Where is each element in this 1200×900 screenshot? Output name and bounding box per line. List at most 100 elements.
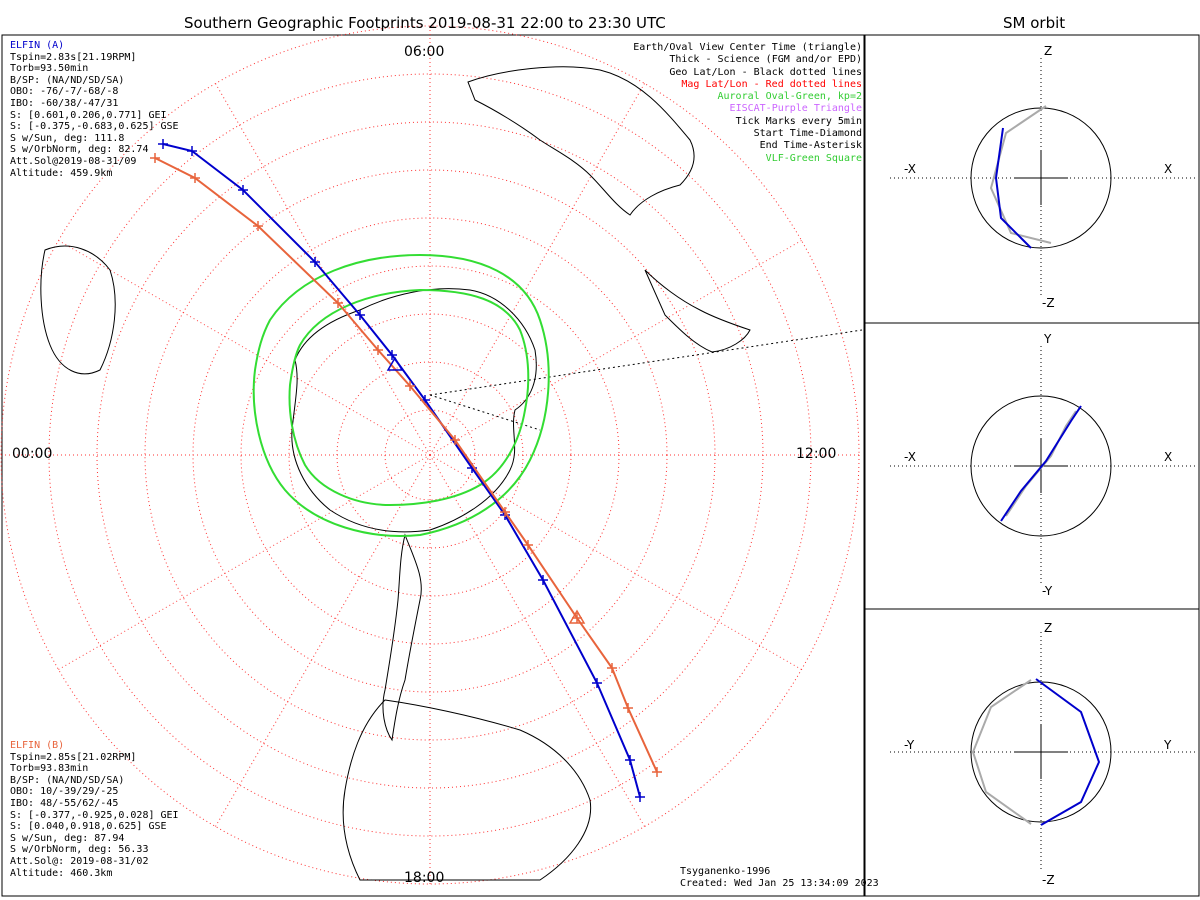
elfin-a-tick xyxy=(158,139,168,149)
orbit1-bottom-label: -Z xyxy=(1042,296,1055,310)
elfin-b-tick xyxy=(652,767,662,777)
orbit3-top-label: Z xyxy=(1044,621,1053,635)
elfin-a-line: Att.Sol@2019-08-31/09 xyxy=(10,155,137,167)
orbit-title: SM orbit xyxy=(1003,14,1066,32)
elfin-b-line: Altitude: 460.3km xyxy=(10,867,113,879)
antarctica-coast xyxy=(291,288,537,533)
elfin-a-line: S: [0.601,0.206,0.771] GEI xyxy=(10,109,167,121)
orbit1-top-label: Z xyxy=(1044,44,1053,58)
main-title: Southern Geographic Footprints 2019-08-3… xyxy=(184,14,666,32)
mag-lon-line xyxy=(57,454,431,671)
elfin-b-center-triangle xyxy=(568,609,586,624)
elfin-b-line: B/SP: (NA/ND/SD/SA) xyxy=(10,774,125,786)
coastlines xyxy=(40,66,751,881)
map-frame xyxy=(1,34,865,897)
legend: Earth/Oval View Center Time (triangle) T… xyxy=(633,42,862,165)
elfin-a-line: Tspin=2.83s[21.19RPM] xyxy=(10,51,137,63)
elfin-a-tick xyxy=(187,146,197,156)
elfin-b-name: ELFIN (B) xyxy=(10,740,65,751)
elfin-a-center-triangle xyxy=(386,356,404,371)
elfin-a-tick xyxy=(592,678,602,688)
orbit3-right-label: Y xyxy=(1164,738,1172,752)
elfin-b-tick xyxy=(500,507,510,517)
elfin-b-tick xyxy=(373,345,383,355)
clock-label-18: 18:00 xyxy=(404,870,445,886)
clock-label-00: 00:00 xyxy=(12,446,53,462)
mag-lon-line xyxy=(57,239,431,456)
elfin-a-tick xyxy=(625,755,635,765)
legend-item: Mag Lat/Lon - Red dotted lines xyxy=(681,78,862,90)
mag-lon-line xyxy=(214,454,431,828)
elfin-a-name: ELFIN (A) xyxy=(10,40,65,51)
elfin-b-tick xyxy=(523,540,533,550)
elfin-a-line: Altitude: 459.9km xyxy=(10,167,113,179)
south-america-tip xyxy=(382,533,422,742)
elfin-b-line: S w/Sun, deg: 87.94 xyxy=(10,832,125,844)
orbit2-left-label: -X xyxy=(904,450,916,464)
elfin-b-tick xyxy=(190,173,200,183)
elfin-a-line: IBO: -60/38/-47/31 xyxy=(10,97,119,109)
orbit-frame-xz xyxy=(864,34,1200,324)
orbit-b-hidden xyxy=(989,105,1052,244)
new-zealand-coast xyxy=(644,269,751,353)
geo-latlon-grid xyxy=(429,329,863,431)
elfin-a-line: OBO: -76/-7/-68/-8 xyxy=(10,86,119,98)
orbit2-bottom-label: -Y xyxy=(1042,584,1053,598)
elfin-b-line: S: [0.040,0.918,0.625] GSE xyxy=(10,821,167,833)
australia-coast xyxy=(467,66,695,216)
south-america-coast xyxy=(342,699,592,881)
elfin-b-line: Tspin=2.85s[21.02RPM] xyxy=(10,751,137,763)
orbit-a xyxy=(1035,678,1101,826)
elfin-a-tick xyxy=(355,310,365,320)
auroral-oval xyxy=(252,253,550,537)
elfin-a-info: ELFIN (A) Tspin=2.83s[21.19RPM] Torb=93.… xyxy=(10,40,179,179)
orbit3-left-label: -Y xyxy=(904,738,915,752)
elfin-b-line: IBO: 48/-55/62/-45 xyxy=(10,797,119,809)
orbit1-right-label: X xyxy=(1164,162,1173,176)
clock-label-06: 06:00 xyxy=(404,44,445,60)
elfin-a-line: S: [-0.375,-0.683,0.625] GSE xyxy=(10,121,179,133)
elfin-a-line: S w/OrbNorm, deg: 82.74 xyxy=(10,144,149,156)
orbit-b-hidden xyxy=(971,679,1032,825)
legend-item: Thick - Science (FGM and/or EPD) xyxy=(669,54,862,66)
elfin-b-tick xyxy=(623,703,633,713)
legend-item: End Time-Asterisk xyxy=(759,140,862,152)
footprint-tracks xyxy=(150,139,662,802)
elfin-b-line: Att.Sol@: 2019-08-31/02 xyxy=(10,855,149,867)
africa-coast xyxy=(40,245,116,375)
orbit3-bottom-label: -Z xyxy=(1042,873,1055,887)
elfin-b-tick xyxy=(253,221,263,231)
orbit1-left-label: -X xyxy=(904,162,916,176)
legend-item: VLF-Green Square xyxy=(765,152,862,164)
elfin-b-line: Torb=93.83min xyxy=(10,763,89,775)
elfin-a-line: B/SP: (NA/ND/SD/SA) xyxy=(10,74,125,86)
orbit-frame-yz xyxy=(864,608,1200,897)
elfin-a-track xyxy=(162,143,641,798)
elfin-b-line: S w/OrbNorm, deg: 56.33 xyxy=(10,844,149,856)
elfin-b-tick xyxy=(405,381,415,391)
sm-orbit-plots xyxy=(890,58,1195,872)
clock-label-12: 12:00 xyxy=(796,446,837,462)
orbit-b-hidden xyxy=(1005,410,1077,517)
mag-lon-line xyxy=(214,82,431,456)
orbit2-right-label: X xyxy=(1164,450,1173,464)
elfin-a-tick xyxy=(238,185,248,195)
elfin-b-tick xyxy=(150,153,160,163)
elfin-b-tick xyxy=(607,663,617,673)
elfin-b-track xyxy=(154,157,658,773)
elfin-a-tick xyxy=(538,575,548,585)
orbit-a xyxy=(1000,405,1082,522)
elfin-a-line: Torb=93.50min xyxy=(10,63,89,75)
elfin-b-info: ELFIN (B) Tspin=2.85s[21.02RPM] Torb=93.… xyxy=(10,740,179,879)
elfin-b-tick xyxy=(333,298,343,308)
elfin-b-line: OBO: 10/-39/29/-25 xyxy=(10,786,119,798)
created-label: Created: Wed Jan 25 13:34:09 2023 xyxy=(680,878,879,889)
elfin-b-tick xyxy=(450,435,460,445)
elfin-a-tick xyxy=(387,350,397,360)
mag-latlon-grid xyxy=(0,25,860,885)
model-label: Tsyganenko-1996 xyxy=(680,866,771,877)
orbit-a xyxy=(994,127,1032,249)
legend-item: Auroral Oval-Green, kp=2 xyxy=(717,91,863,103)
legend-item: EISCAT-Purple Triangle xyxy=(729,103,862,115)
